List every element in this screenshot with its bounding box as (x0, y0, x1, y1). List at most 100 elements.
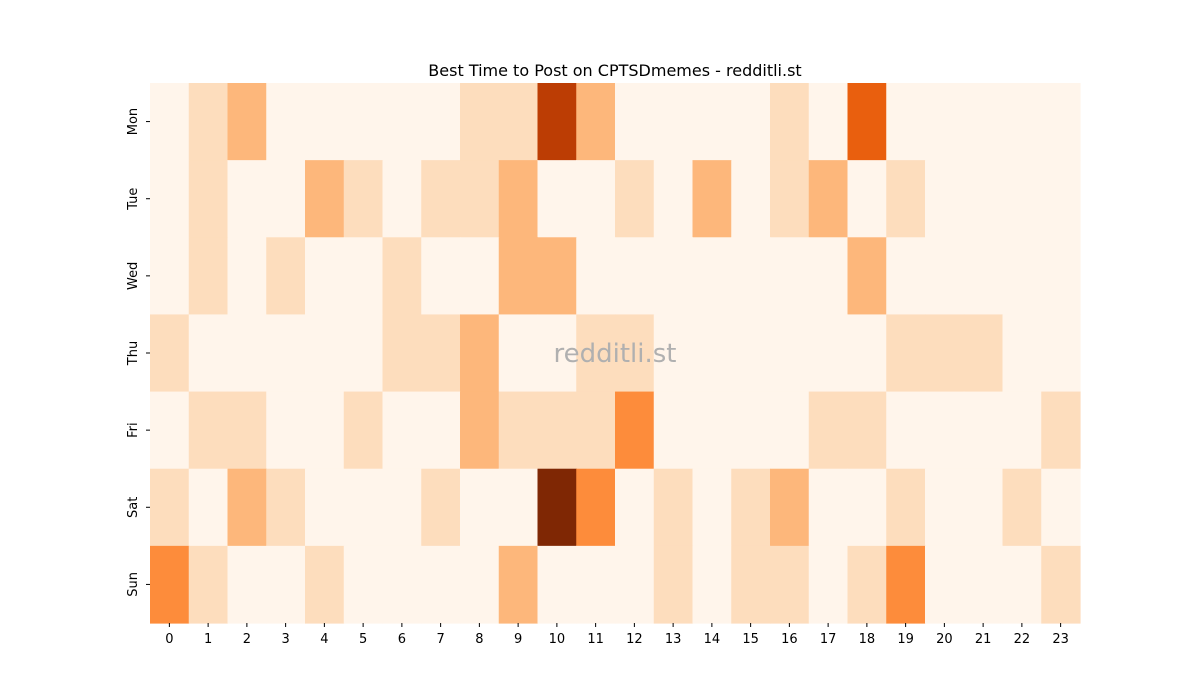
heatmap-cell-sun-23 (1041, 545, 1081, 624)
x-tick-label: 15 (742, 632, 759, 647)
heatmap-cell-fri-13 (653, 391, 694, 470)
heatmap-cell-sat-10 (537, 468, 577, 547)
heatmap-cell-mon-1 (188, 83, 229, 161)
heatmap-cell-sun-21 (963, 545, 1004, 624)
heatmap-cell-wed-16 (770, 237, 810, 316)
heatmap-cell-sun-4 (305, 545, 345, 624)
heatmap-cell-tue-6 (382, 160, 422, 238)
x-axis: 0 1 2 3 4 5 6 7 8 9 10 11 12 13 14 15 16 17 18 19 20 21 22 23 (165, 623, 1069, 647)
heatmap-cell-fri-5 (343, 391, 384, 470)
heatmap-cell-mon-15 (731, 83, 771, 161)
y-tick-label: Wed (126, 262, 141, 290)
y-tick-label: Tue (126, 188, 141, 211)
heatmap-cell-wed-2 (227, 237, 267, 316)
heatmap-cell-mon-13 (653, 83, 694, 161)
heatmap-cell-tue-16 (770, 160, 810, 238)
heatmap-cell-wed-18 (847, 237, 887, 316)
heatmap-cell-sat-19 (886, 468, 926, 547)
heatmap-cell-thu-2 (227, 314, 267, 393)
heatmap-cell-fri-22 (1002, 391, 1042, 470)
heatmap-cell-thu-20 (925, 314, 965, 393)
heatmap-cell-fri-12 (615, 391, 655, 470)
heatmap-cell-sun-18 (847, 545, 887, 624)
heatmap-cell-mon-9 (498, 83, 539, 161)
heatmap-cell-mon-0 (150, 83, 190, 161)
heatmap-cell-fri-10 (537, 391, 577, 470)
heatmap-cells (150, 83, 1081, 624)
heatmap-cell-thu-10 (537, 314, 577, 393)
watermark-text: redditli.st (554, 339, 677, 369)
heatmap-cell-sat-2 (227, 468, 267, 547)
heatmap-cell-tue-23 (1041, 160, 1081, 238)
heatmap-cell-fri-3 (266, 391, 306, 470)
heatmap-cell-sun-6 (382, 545, 422, 624)
x-tick-label: 12 (626, 632, 643, 647)
heatmap-cell-mon-16 (770, 83, 810, 161)
y-axis: Mon Tue Wed Thu Fri Sat Sun (126, 108, 150, 597)
x-tick-label: 7 (436, 632, 444, 647)
heatmap-cell-wed-14 (692, 237, 732, 316)
x-tick-label: 11 (587, 632, 604, 647)
x-tick-label: 0 (165, 632, 173, 647)
heatmap-cell-sun-14 (692, 545, 732, 624)
heatmap-cell-sat-1 (188, 468, 229, 547)
heatmap-cell-tue-2 (227, 160, 267, 238)
heatmap-cell-mon-20 (925, 83, 965, 161)
heatmap-cell-tue-11 (576, 160, 616, 238)
heatmap-cell-sun-13 (653, 545, 694, 624)
heatmap-cell-tue-13 (653, 160, 694, 238)
heatmap-cell-sat-23 (1041, 468, 1081, 547)
x-tick-label: 2 (243, 632, 251, 647)
heatmap-cell-thu-3 (266, 314, 306, 393)
heatmap-cell-thu-12 (615, 314, 655, 393)
heatmap-cell-thu-14 (692, 314, 732, 393)
heatmap-cell-tue-4 (305, 160, 345, 238)
y-tick-label: Fri (126, 422, 141, 438)
heatmap-cell-mon-6 (382, 83, 422, 161)
heatmap-cell-wed-11 (576, 237, 616, 316)
x-tick-label: 6 (398, 632, 406, 647)
heatmap-cell-wed-19 (886, 237, 926, 316)
heatmap-cell-fri-7 (421, 391, 461, 470)
x-tick-label: 1 (204, 632, 212, 647)
heatmap-cell-fri-23 (1041, 391, 1081, 470)
heatmap-cell-mon-12 (615, 83, 655, 161)
heatmap-cell-fri-11 (576, 391, 616, 470)
heatmap-cell-fri-16 (770, 391, 810, 470)
heatmap-cell-mon-21 (963, 83, 1004, 161)
heatmap-cell-mon-23 (1041, 83, 1081, 161)
heatmap-cell-tue-21 (963, 160, 1004, 238)
heatmap-cell-fri-6 (382, 391, 422, 470)
heatmap-cell-fri-15 (731, 391, 771, 470)
y-tick-label: Thu (126, 341, 141, 366)
y-tick-label: Mon (126, 108, 141, 135)
heatmap-cell-wed-9 (498, 237, 539, 316)
heatmap-cell-tue-7 (421, 160, 461, 238)
heatmap-cell-thu-11 (576, 314, 616, 393)
heatmap-cell-wed-0 (150, 237, 190, 316)
heatmap-cell-wed-6 (382, 237, 422, 316)
x-tick-label: 20 (936, 632, 953, 647)
heatmap-cell-tue-9 (498, 160, 539, 238)
heatmap-cell-sat-21 (963, 468, 1004, 547)
heatmap-cell-thu-6 (382, 314, 422, 393)
y-tick-label: Sun (126, 572, 141, 597)
heatmap-cell-tue-8 (460, 160, 500, 238)
heatmap-cell-fri-0 (150, 391, 190, 470)
x-tick-label: 16 (781, 632, 798, 647)
heatmap-cell-sat-17 (808, 468, 849, 547)
heatmap-cell-mon-17 (808, 83, 849, 161)
heatmap-cell-tue-0 (150, 160, 190, 238)
heatmap-cell-tue-20 (925, 160, 965, 238)
heatmap-cell-tue-5 (343, 160, 384, 238)
heatmap-cell-sun-10 (537, 545, 577, 624)
heatmap-cell-fri-20 (925, 391, 965, 470)
heatmap-cell-wed-5 (343, 237, 384, 316)
heatmap-cell-sun-22 (1002, 545, 1042, 624)
heatmap-cell-sat-16 (770, 468, 810, 547)
heatmap-cell-wed-15 (731, 237, 771, 316)
heatmap-cell-sun-20 (925, 545, 965, 624)
heatmap-cell-sun-5 (343, 545, 384, 624)
heatmap-cell-wed-20 (925, 237, 965, 316)
